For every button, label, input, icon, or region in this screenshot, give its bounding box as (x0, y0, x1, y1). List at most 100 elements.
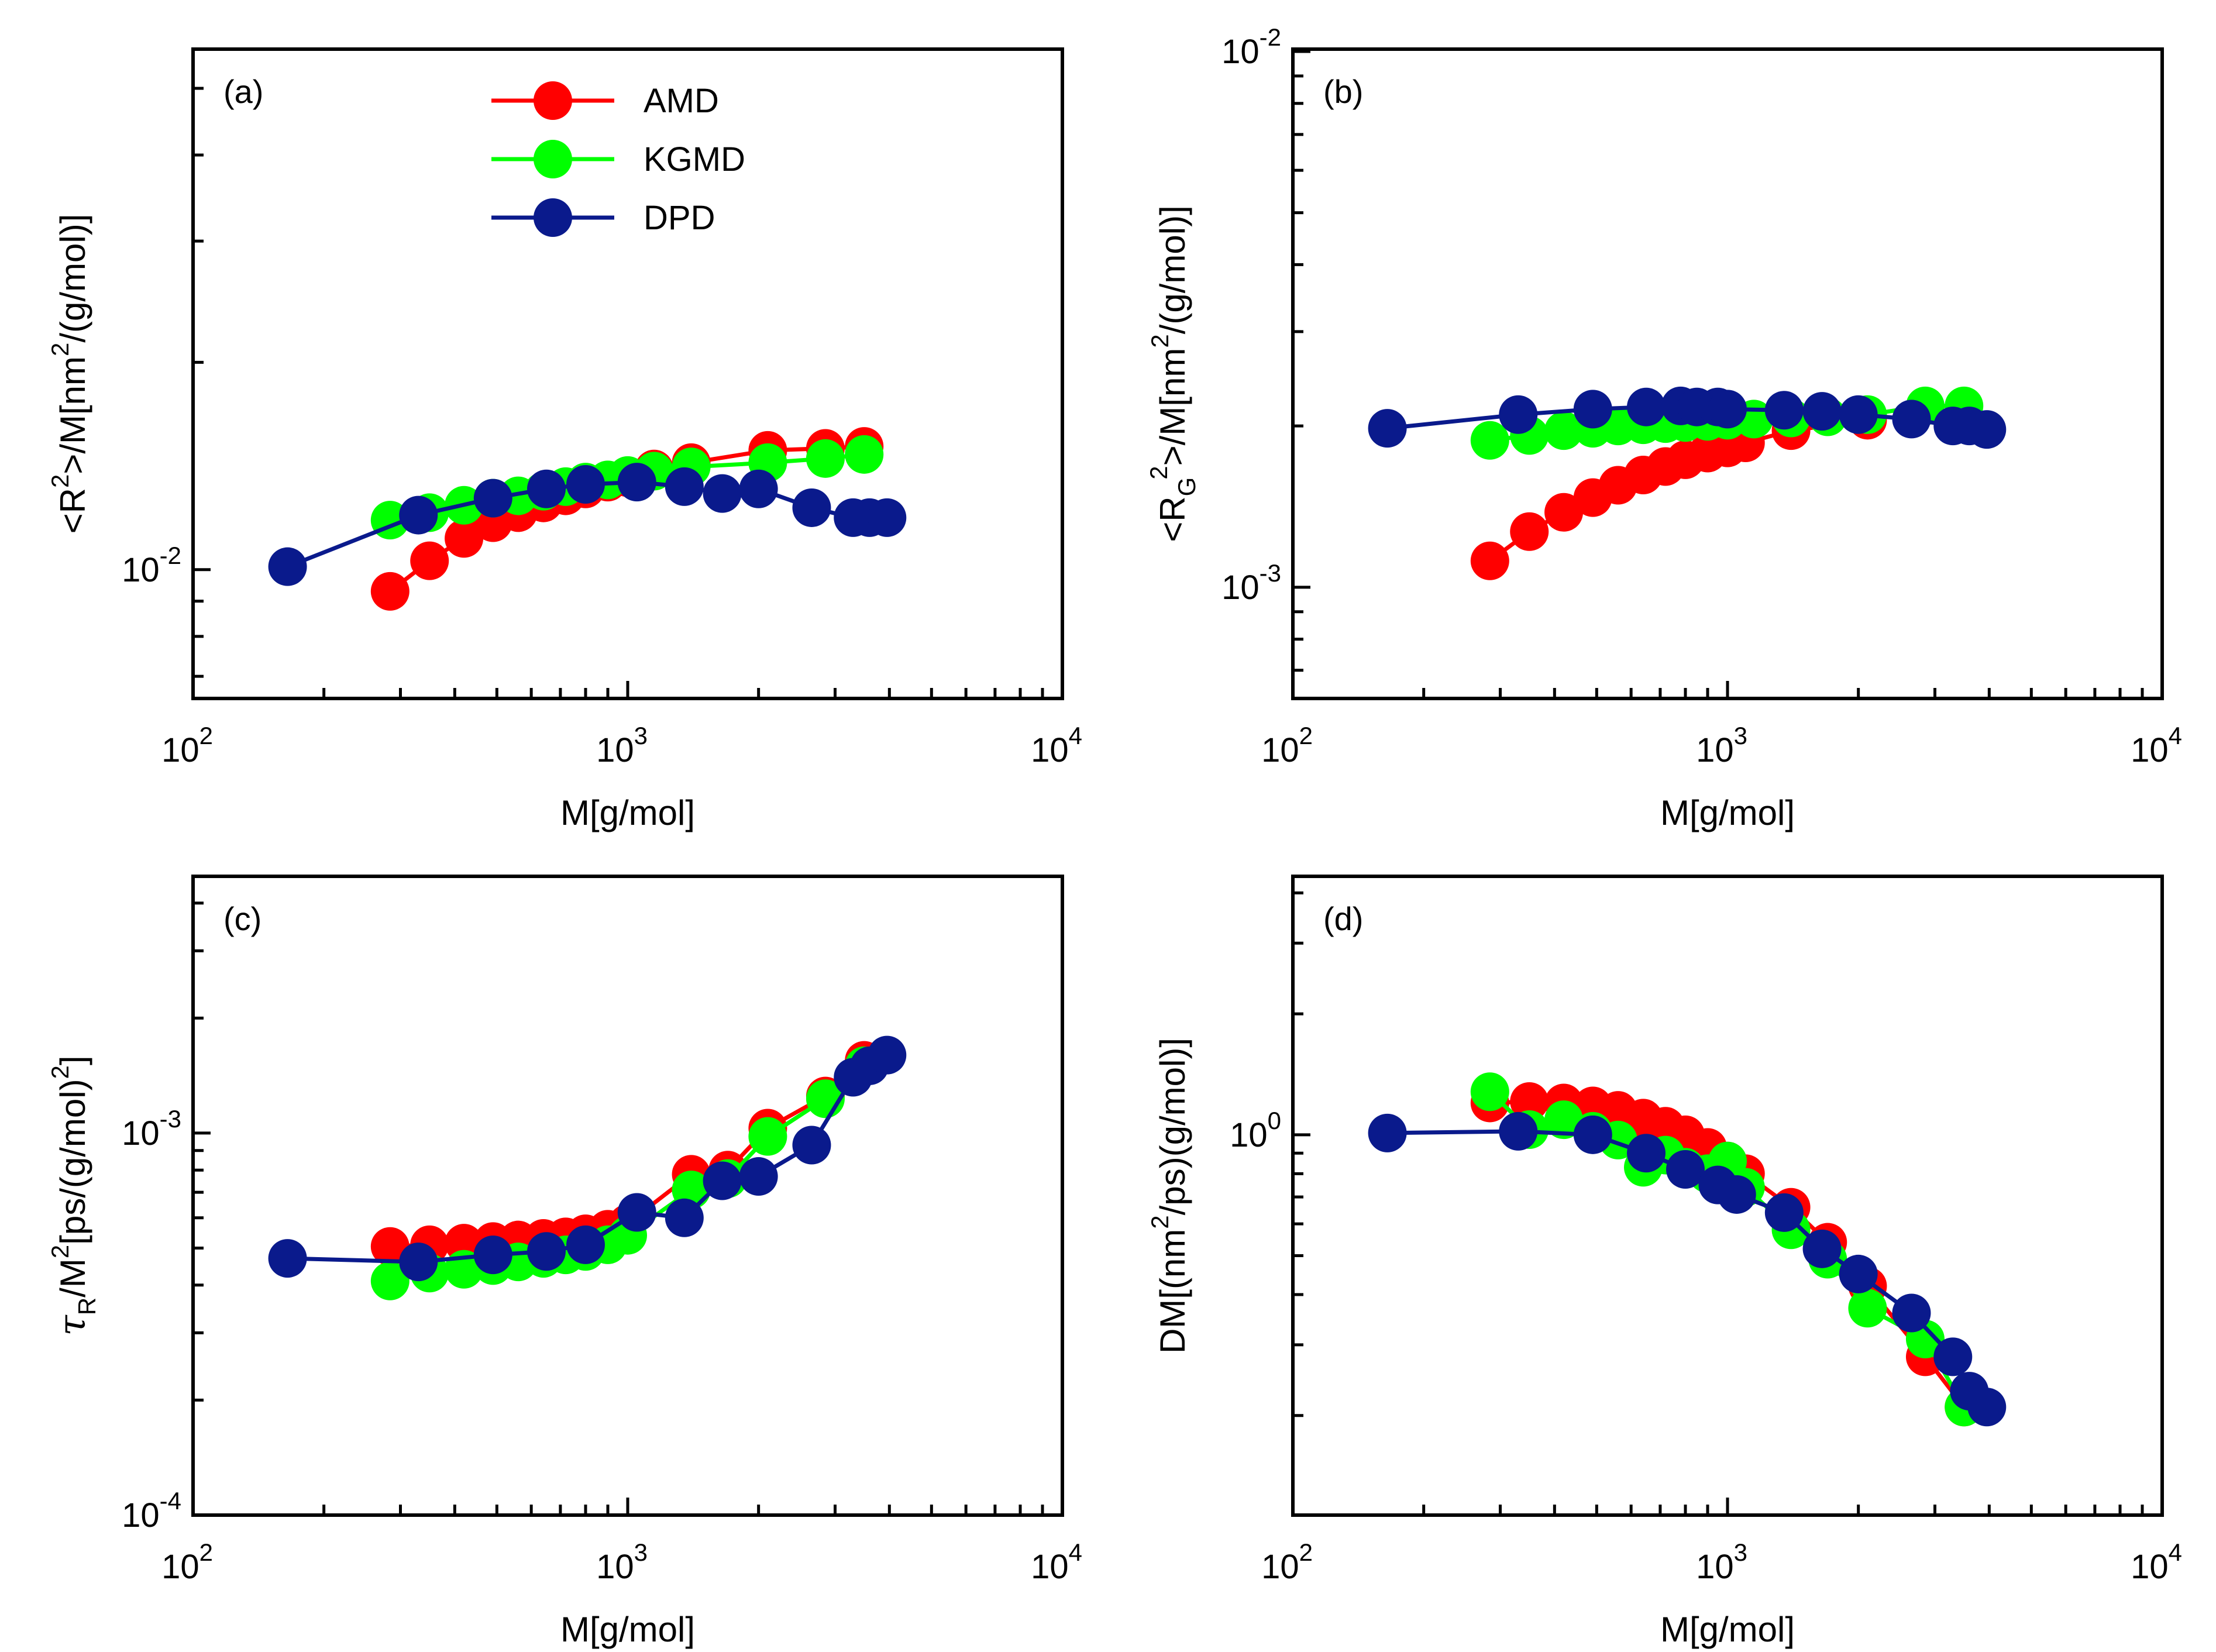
data-point-dpd (399, 1243, 438, 1282)
data-point-dpd (1967, 410, 2007, 449)
data-point-dpd (792, 488, 831, 527)
data-point-amd (410, 541, 449, 580)
data-point-dpd (1666, 1149, 1705, 1189)
x-axis-label: M[g/mol] (560, 1610, 695, 1649)
data-point-dpd (1626, 387, 1666, 426)
data-point-dpd (268, 1239, 307, 1278)
legend-marker (534, 81, 572, 120)
data-point-amd (1510, 512, 1549, 551)
data-point-dpd (617, 1193, 656, 1232)
panel-label: (a) (223, 73, 263, 110)
data-point-dpd (473, 479, 512, 518)
data-point-dpd (1839, 395, 1878, 434)
data-point-dpd (1573, 1115, 1612, 1154)
plot-frame-b (1291, 47, 2164, 700)
x-tick-label: 103 (596, 722, 648, 769)
data-point-amd (1510, 1082, 1549, 1121)
data-point-kgmd (1848, 1289, 1887, 1328)
panel-label: (b) (1323, 73, 1363, 110)
data-point-dpd (1892, 1293, 1931, 1333)
legend-entry-dpd: DPD (491, 198, 715, 237)
data-point-dpd (1802, 1229, 1842, 1268)
legend-entry-kgmd: KGMD (491, 140, 745, 178)
data-point-dpd (1764, 391, 1804, 430)
data-point-amd (370, 572, 410, 611)
series-line-kgmd (1488, 1090, 1966, 1408)
y-tick-label: 10-3 (122, 1105, 181, 1152)
data-point-dpd (1626, 1134, 1666, 1173)
x-tick-label: 104 (1031, 722, 1082, 769)
plot-frame-a (191, 47, 1064, 700)
data-point-dpd (1573, 390, 1612, 429)
data-point-dpd (739, 1157, 778, 1196)
data-point-dpd (792, 1126, 831, 1165)
data-point-amd (370, 1227, 410, 1266)
panel-b: 102 103 104 10-3 10-2 M[g/mol] <RG2>/M[nm2/(g/… (1145, 23, 2182, 832)
panel-c: 102 103 104 10-4 10-3 M[g/mol] τR/M2[ps/(g/mol… (46, 875, 1082, 1649)
series-dpd (1368, 386, 2007, 449)
x-tick-label: 103 (1696, 722, 1747, 769)
y-axis-ticks-c (193, 901, 211, 1517)
legend-label: AMD (644, 82, 719, 120)
y-tick-label: 10-2 (1221, 23, 1281, 71)
series-kgmd (370, 1046, 884, 1300)
data-point-dpd (703, 1161, 742, 1200)
series-dpd (268, 1035, 907, 1282)
data-point-dpd (473, 1235, 512, 1275)
data-point-kgmd (1470, 1072, 1509, 1111)
x-axis-ticks-c (191, 1498, 1044, 1515)
y-tick-label: 100 (1230, 1107, 1281, 1154)
data-point-kgmd (370, 1261, 410, 1300)
data-point-kgmd (748, 1117, 787, 1156)
x-tick-label: 102 (1261, 722, 1313, 769)
data-point-dpd (527, 469, 566, 508)
x-tick-label: 102 (161, 1539, 213, 1586)
x-tick-label: 103 (1696, 1539, 1747, 1586)
y-axis-ticks-b (1293, 50, 1310, 672)
y-axis-label: <RG2>/M[nm2/(g/mol)] (1145, 205, 1200, 542)
y-tick-label: 10-3 (1221, 559, 1281, 607)
data-point-dpd (1764, 1193, 1804, 1232)
x-tick-label: 102 (1261, 1539, 1313, 1586)
x-axis-label: M[g/mol] (1660, 1610, 1795, 1649)
legend-label: DPD (644, 199, 715, 237)
data-point-dpd (566, 1225, 605, 1264)
y-tick-label: 10-4 (122, 1487, 181, 1534)
data-point-dpd (268, 547, 307, 586)
x-tick-label: 104 (2131, 722, 2182, 769)
x-tick-label: 103 (596, 1539, 648, 1586)
data-point-dpd (739, 469, 778, 508)
panel-label: (c) (223, 900, 261, 937)
data-point-dpd (1499, 1111, 1538, 1151)
panel-d: 102 103 104 100 M[g/mol] DM[(nm2/ps)(g/mol)] (… (1146, 875, 2182, 1649)
data-point-dpd (868, 1035, 907, 1075)
y-axis-ticks-a (193, 87, 211, 678)
data-point-amd (1470, 541, 1509, 580)
y-axis-label: <R2>/M[nm2/(g/mol)] (46, 214, 92, 534)
data-point-amd (1544, 493, 1584, 532)
x-axis-ticks-d (1291, 1498, 2144, 1515)
y-axis-ticks-d (1293, 891, 1310, 1417)
x-axis-label: M[g/mol] (560, 793, 695, 832)
y-tick-label: 10-2 (122, 542, 181, 589)
data-point-kgmd (1544, 1100, 1584, 1140)
data-point-dpd (527, 1232, 566, 1271)
x-axis-label: M[g/mol] (1660, 793, 1795, 832)
data-point-dpd (399, 495, 438, 535)
series-dpd (1368, 1111, 2007, 1427)
data-point-dpd (1839, 1254, 1878, 1293)
data-point-dpd (1967, 1388, 2007, 1427)
x-axis-ticks-b (1291, 681, 2144, 698)
x-tick-label: 104 (1031, 1539, 1082, 1586)
data-point-kgmd (845, 435, 884, 474)
data-point-dpd (868, 498, 907, 537)
panel-a: 102 103 104 10-2 M[g/mol] <R2>/M[nm2/(g/mol)]… (46, 47, 1082, 832)
data-point-kgmd (1470, 421, 1509, 460)
y-axis-label: τR/M2[ps/(g/mol)2] (46, 1055, 101, 1336)
panel-label: (d) (1323, 900, 1363, 937)
data-point-amd (445, 519, 484, 558)
data-point-dpd (665, 467, 704, 506)
data-point-dpd (1368, 409, 1407, 448)
data-point-dpd (1933, 1337, 1973, 1376)
data-point-dpd (1499, 395, 1538, 434)
